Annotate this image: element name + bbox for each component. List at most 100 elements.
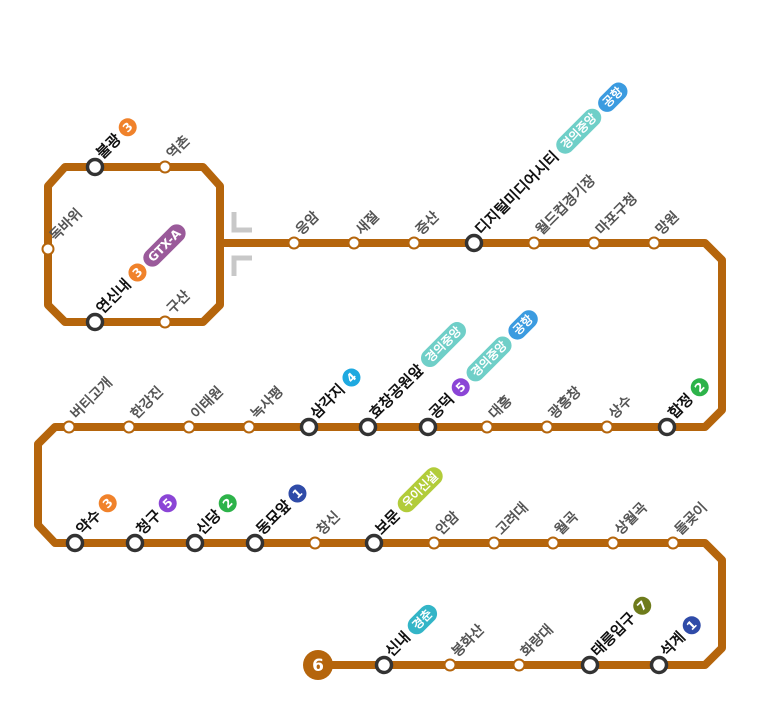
transfer-badge: 공항 [598,82,628,112]
station-name: 보문 [372,506,404,538]
station-name: 효창공원앞 [366,361,428,423]
station-name: 돌곶이 [671,499,710,538]
station-name: 봉화산 [448,621,487,660]
transfer-station-marker[interactable] [464,233,484,253]
station-marker[interactable] [427,536,441,550]
transfer-badge: 4 [342,368,361,387]
station-name: 상월곡 [611,499,650,538]
station-label-group: 합정2 [665,378,709,422]
transfer-station-marker[interactable] [65,533,85,553]
station-label-group: 증산 [412,208,442,238]
station-label-group: 월곡 [551,508,581,538]
station-label-group: 응암 [292,208,322,238]
station-marker[interactable] [587,236,601,250]
transfer-station-marker[interactable] [657,417,677,437]
station-marker[interactable] [546,536,560,550]
transfer-line-name: 경의중앙 [468,338,510,380]
station-marker[interactable] [666,536,680,550]
transfer-badge: 7 [633,596,652,615]
transfer-badge: 3 [98,494,117,513]
station-name: 버티고개 [67,374,115,422]
station-name: 구산 [163,287,193,317]
station-marker[interactable] [512,658,526,672]
station-label-group: 안암 [432,508,462,538]
station-marker[interactable] [158,315,172,329]
transfer-station-marker[interactable] [185,533,205,553]
station-marker[interactable] [41,242,55,256]
transfer-station-marker[interactable] [364,533,384,553]
transfer-badge: 3 [128,263,147,282]
station-name: 마포구청 [593,191,641,239]
station-marker[interactable] [308,536,322,550]
station-label-group: 녹사평 [247,383,286,422]
transfer-station-marker[interactable] [358,417,378,437]
station-marker[interactable] [600,420,614,434]
transfer-station-marker[interactable] [85,312,105,332]
station-name: 화랑대 [518,622,557,661]
transfer-station-marker[interactable] [245,533,265,553]
transfer-station-marker[interactable] [649,655,669,675]
station-name: 새절 [353,209,383,239]
station-label-group: 역촌 [163,132,193,162]
transfer-line-name: 경의중앙 [557,110,599,152]
station-marker[interactable] [480,420,494,434]
station-name: 월드컵경기장 [532,172,599,239]
station-marker[interactable] [122,420,136,434]
transfer-station-marker[interactable] [580,655,600,675]
station-name: 합정 [665,390,697,422]
transfer-badge: 3 [118,118,137,137]
transfer-line-name: 우이신설 [399,469,441,511]
station-label-group: 광흥창 [545,383,584,422]
transfer-station-marker[interactable] [418,417,438,437]
transfer-badge: 1 [288,484,307,503]
station-marker[interactable] [347,236,361,250]
station-label-group: 창신 [313,508,343,538]
station-name: 대흥 [485,392,515,422]
station-label-group: 망원 [652,208,682,238]
transfer-badge: 5 [158,494,177,513]
station-label-group: 상월곡 [611,499,650,538]
line-number: 6 [312,656,324,676]
station-marker[interactable] [606,536,620,550]
station-name: 태릉입구 [588,608,640,660]
station-marker[interactable] [242,420,256,434]
station-marker[interactable] [647,236,661,250]
transfer-badge: 공항 [508,310,538,340]
station-marker[interactable] [443,658,457,672]
transfer-station-marker[interactable] [374,655,394,675]
station-name: 녹사평 [247,383,286,422]
station-name: 청구 [133,506,165,538]
station-name: 신당 [193,506,225,538]
station-marker[interactable] [182,420,196,434]
station-label-group: 대흥 [485,392,515,422]
station-marker[interactable] [487,536,501,550]
station-name: 광흥창 [545,383,584,422]
station-name: 연신내 [93,275,135,317]
station-marker[interactable] [158,160,172,174]
transfer-badge: 경의중앙 [466,336,512,382]
station-label-group: 월드컵경기장 [532,172,599,239]
station-name: 고려대 [492,499,531,538]
station-name: 동묘앞 [253,496,295,538]
transfer-line-name: GTX-A [145,226,184,265]
station-marker[interactable] [62,420,76,434]
line-terminal-badge: 6 [303,650,333,680]
station-marker[interactable] [287,236,301,250]
station-marker[interactable] [527,236,541,250]
station-label-group: 고려대 [492,499,531,538]
transfer-station-marker[interactable] [299,417,319,437]
transfer-station-marker[interactable] [85,157,105,177]
station-marker[interactable] [407,236,421,250]
transfer-station-marker[interactable] [125,533,145,553]
station-name: 응암 [292,208,322,238]
station-marker[interactable] [540,420,554,434]
transfer-line-name: 경의중앙 [422,323,464,365]
